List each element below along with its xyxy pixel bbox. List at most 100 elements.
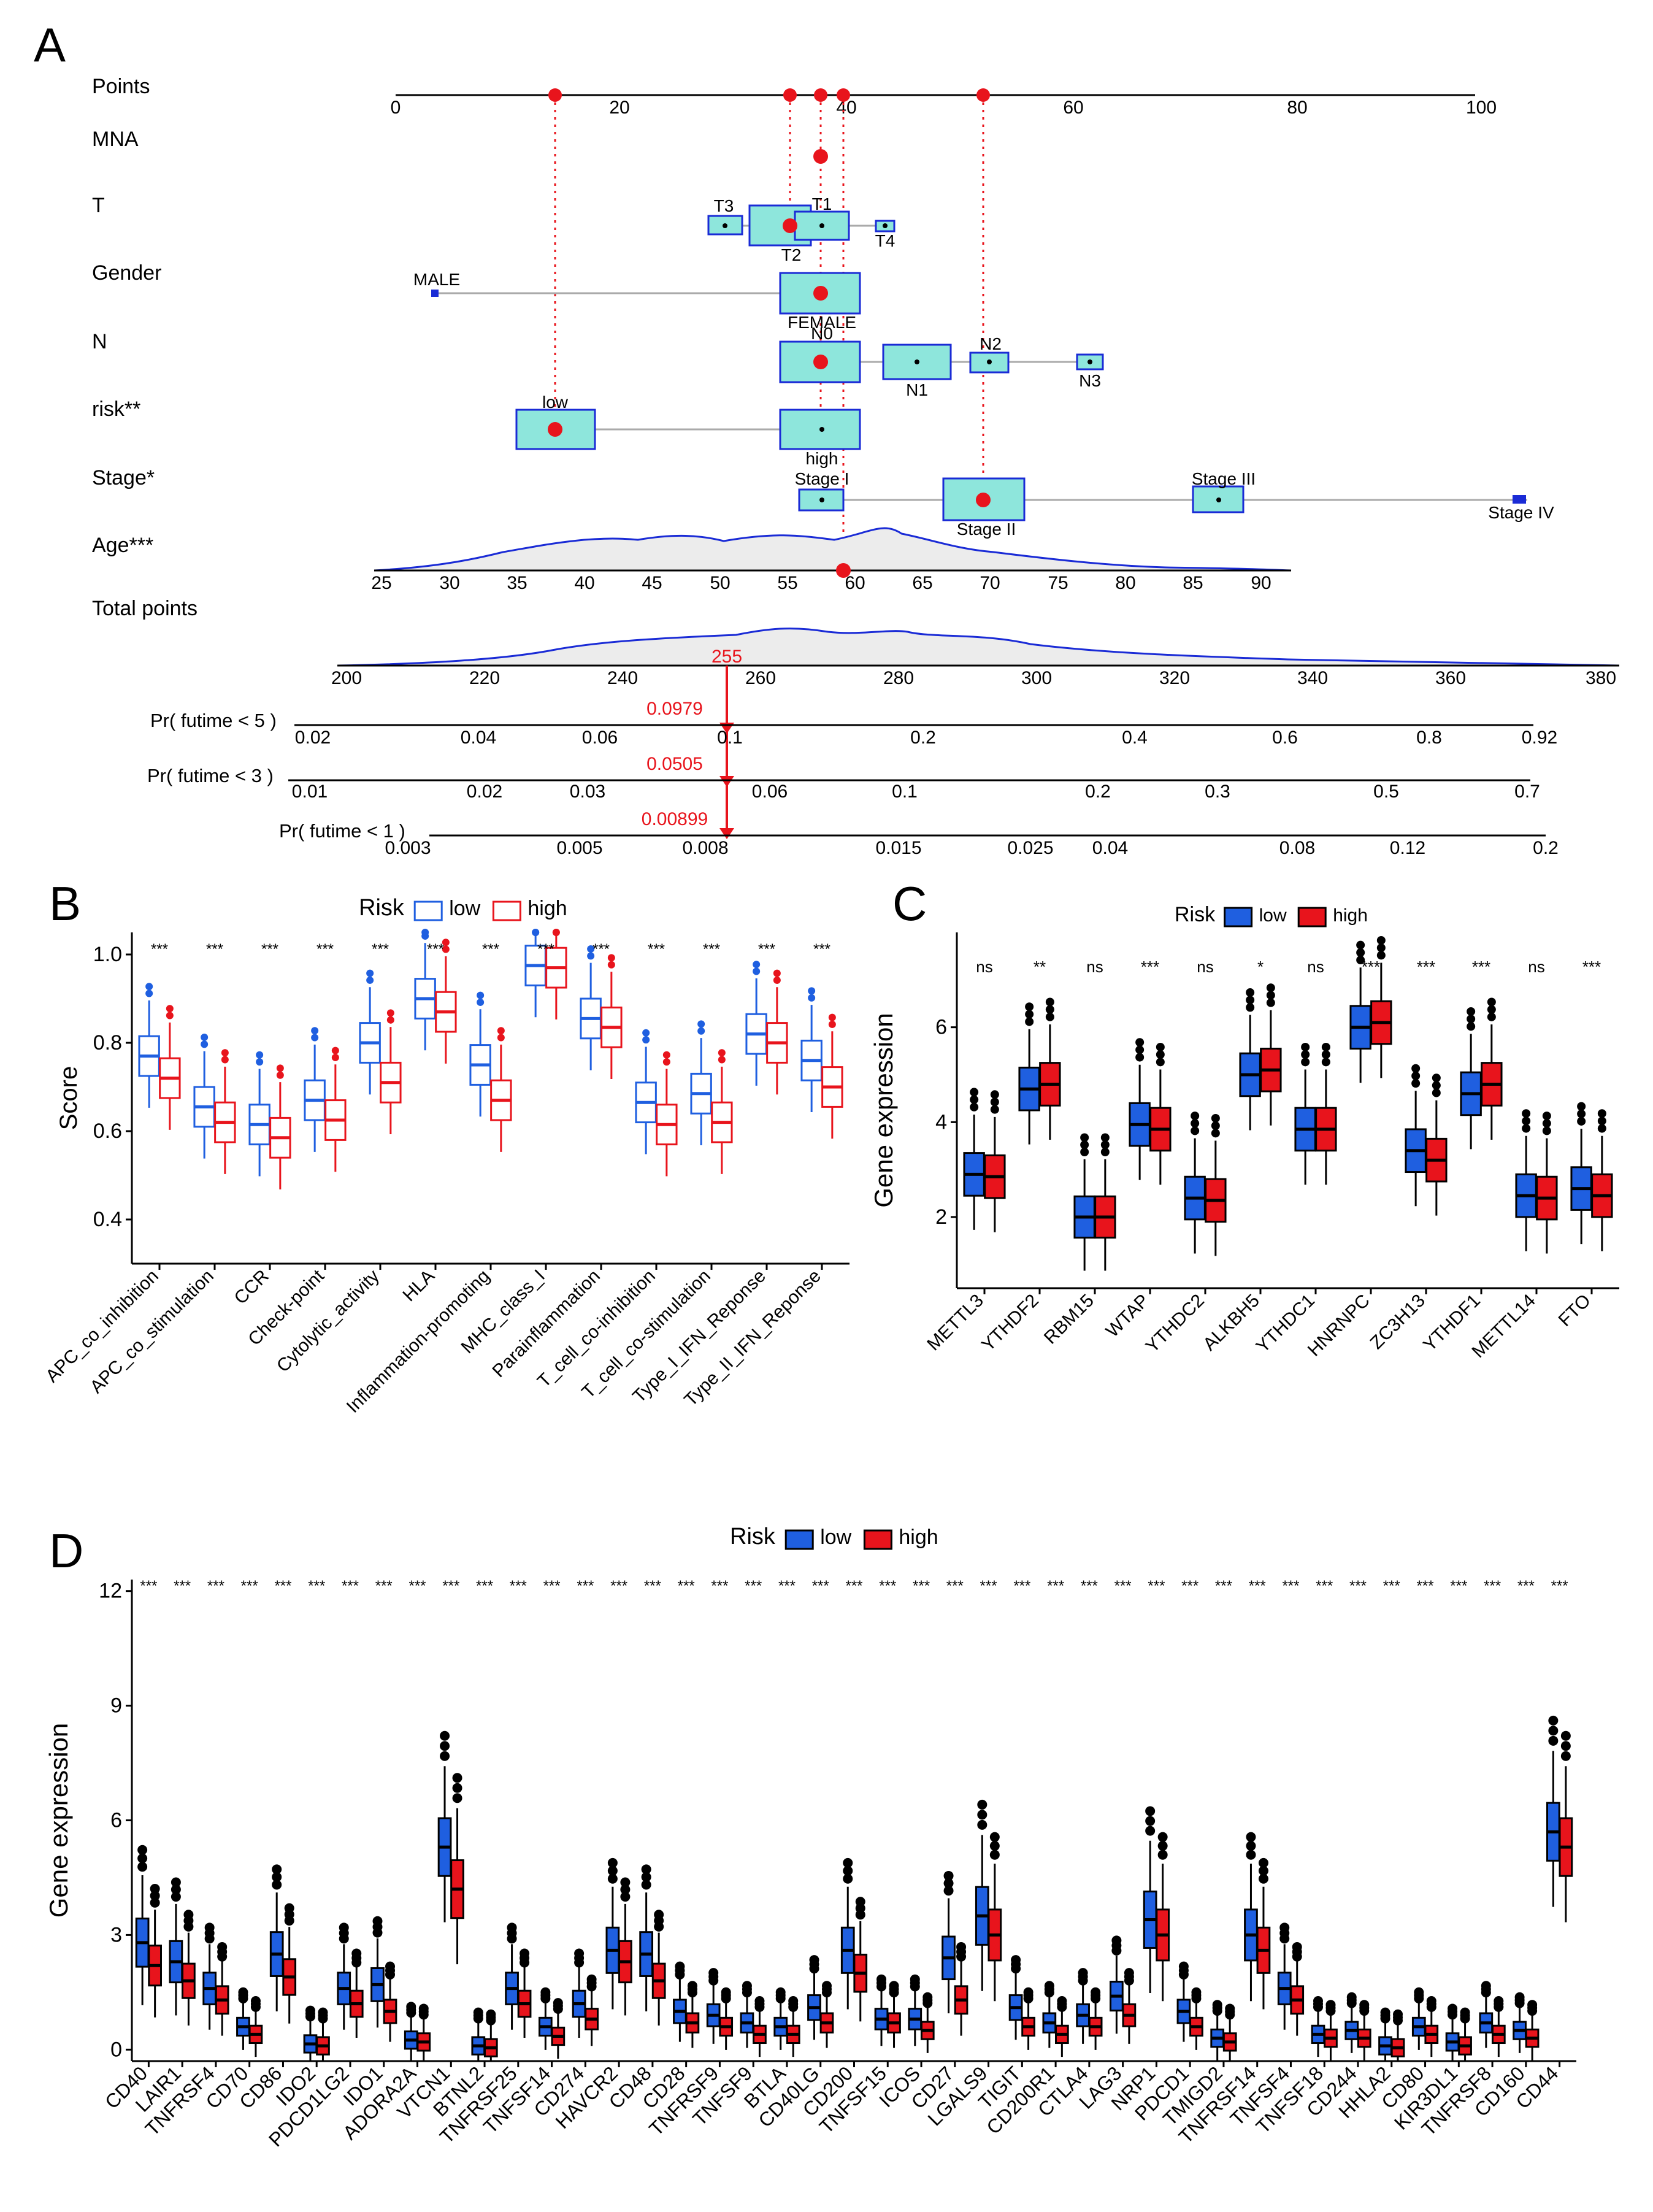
box-outlier [250, 1995, 261, 2006]
box-outlier [1258, 1865, 1268, 1876]
box-outlier [718, 1049, 726, 1057]
box-outlier [773, 976, 781, 984]
significance-label: *** [1081, 1578, 1098, 1594]
pr3-label: Pr( futime < 3 ) [147, 765, 274, 786]
box-outlier [1411, 1064, 1421, 1073]
n-label: N3 [1079, 371, 1101, 390]
box-outlier [1225, 2003, 1235, 2014]
box-outlier [1258, 1857, 1268, 1868]
pr5-label: Pr( futime < 5 ) [150, 710, 277, 731]
pr1-tick: 0.005 [556, 838, 602, 858]
box-outlier [440, 1741, 450, 1751]
points-tick: 20 [609, 98, 629, 118]
legend-swatch-low [413, 901, 443, 921]
significance-label: *** [375, 1578, 393, 1594]
box-outlier [970, 1102, 979, 1112]
box-outlier [339, 1922, 349, 1933]
mna-marker [813, 149, 828, 164]
pr5-value: 0.0979 [646, 699, 703, 719]
box-outlier [607, 1857, 618, 1868]
significance-label: *** [1215, 1578, 1232, 1594]
box-outlier [1577, 1116, 1586, 1126]
box-outlier [1011, 1955, 1021, 1965]
box-outlier [1448, 2003, 1458, 2014]
pr1-tick: 0.015 [875, 838, 921, 858]
box-outlier [497, 1034, 505, 1042]
pr5-ticks: 0.02 0.04 0.06 0.1 0.2 0.4 0.6 0.8 0.92 [295, 728, 1557, 748]
box-outlier [607, 1873, 618, 1884]
box-outlier [943, 1878, 954, 1889]
age-tick: 30 [439, 573, 459, 593]
box-outlier [256, 1051, 264, 1059]
points-tick: 80 [1287, 98, 1307, 118]
significance-label: *** [1047, 1578, 1064, 1594]
box-outlier [201, 1034, 209, 1041]
pr3-tick: 0.7 [1514, 781, 1540, 802]
y-tick-label: 1.0 [93, 943, 122, 966]
row-mna-label: MNA [92, 128, 139, 151]
significance-label: *** [409, 1578, 426, 1594]
pr5-tick: 0.6 [1272, 728, 1298, 748]
box-outlier [809, 1955, 819, 1965]
box-outlier [1266, 991, 1275, 1000]
box-outlier [272, 1872, 282, 1882]
box-outlier [272, 1864, 282, 1875]
significance-label: *** [151, 941, 168, 958]
box-outlier [654, 1910, 664, 1920]
total-tick: 260 [745, 668, 776, 688]
y-tick-label: 0 [110, 2038, 122, 2061]
box-outlier [641, 1872, 651, 1882]
box-outlier [386, 1016, 394, 1024]
pr1-tick: 0.2 [1533, 838, 1559, 858]
box-outlier [1548, 1715, 1559, 1726]
risk-label: high [806, 449, 838, 468]
box-outlier [137, 1853, 148, 1864]
legend-label-low: low [820, 1526, 851, 1549]
stage-label: Stage I [795, 469, 850, 488]
box-outlier [1494, 1995, 1504, 2006]
point-marker [548, 88, 562, 102]
pr3-tick: 0.2 [1085, 781, 1111, 802]
points-tick: 100 [1466, 98, 1497, 118]
box-outlier [1135, 1045, 1145, 1054]
significance-label: *** [711, 1578, 728, 1594]
significance-label: *** [1517, 1578, 1535, 1594]
box-outlier [1414, 1987, 1424, 1997]
total-ticks: 200 220 240 260 280 300 320 340 360 380 [331, 668, 1616, 688]
box-outlier [1487, 1012, 1496, 1021]
y-tick-label: 6 [935, 1016, 947, 1039]
significance-label: *** [427, 941, 444, 958]
box-outlier [1023, 1987, 1034, 1997]
box-outlier [366, 976, 374, 984]
box-outlier [1100, 1148, 1110, 1157]
box-outlier [574, 1948, 585, 1959]
age-tick: 25 [371, 573, 391, 593]
box-outlier [753, 967, 761, 975]
box-outlier [1301, 1050, 1310, 1059]
box-outlier [1191, 1987, 1202, 1997]
box-outlier [718, 1056, 726, 1064]
box-outlier [1325, 2000, 1336, 2010]
box-outlier [708, 1968, 719, 1978]
pr3-tick: 0.02 [467, 781, 502, 802]
box-outlier [641, 1864, 651, 1875]
box-outlier [1597, 1109, 1606, 1118]
risk-label: low [542, 393, 569, 412]
box-outlier [1025, 1002, 1034, 1012]
total-density [337, 628, 1620, 667]
pr3-tick: 0.06 [752, 781, 788, 802]
pr5-tick: 0.06 [582, 728, 618, 748]
y-axis-title: Gene expression [44, 1723, 73, 1918]
box-outlier [311, 1034, 319, 1042]
box-outlier [1301, 1058, 1310, 1067]
box-outlier [452, 1773, 462, 1783]
box-outlier [507, 1922, 517, 1933]
box-outlier [990, 1090, 999, 1099]
point-marker [814, 88, 827, 102]
point-marker [837, 88, 850, 102]
box-outlier [843, 1865, 853, 1876]
box-outlier [1212, 2000, 1222, 2010]
pr1-tick: 0.08 [1279, 838, 1315, 858]
box-outlier [587, 952, 595, 960]
